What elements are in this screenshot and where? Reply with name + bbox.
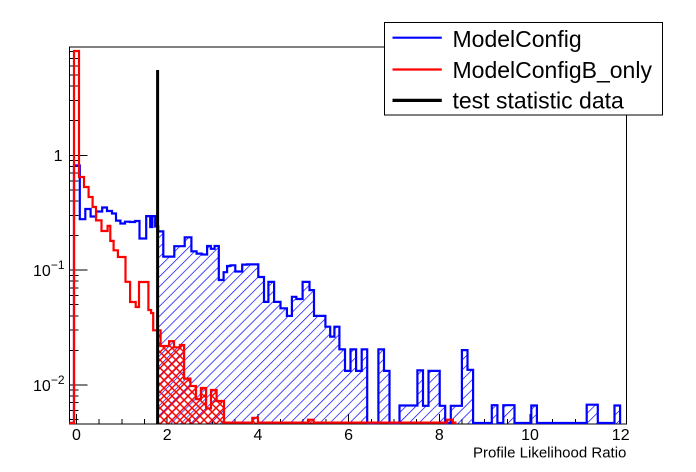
svg-text:2: 2 [163,427,172,444]
svg-text:0: 0 [72,427,81,444]
svg-text:4: 4 [253,427,262,444]
svg-text:1: 1 [54,148,63,165]
svg-text:8: 8 [435,427,444,444]
svg-text:ModelConfig: ModelConfig [453,26,582,52]
svg-text:6: 6 [344,427,353,444]
svg-text:ModelConfigB_only: ModelConfigB_only [453,57,653,83]
svg-text:test statistic data: test statistic data [453,88,625,114]
svg-text:Profile Likelihood Ratio: Profile Likelihood Ratio [473,444,626,461]
svg-text:10: 10 [521,427,539,444]
svg-text:12: 12 [612,427,630,444]
